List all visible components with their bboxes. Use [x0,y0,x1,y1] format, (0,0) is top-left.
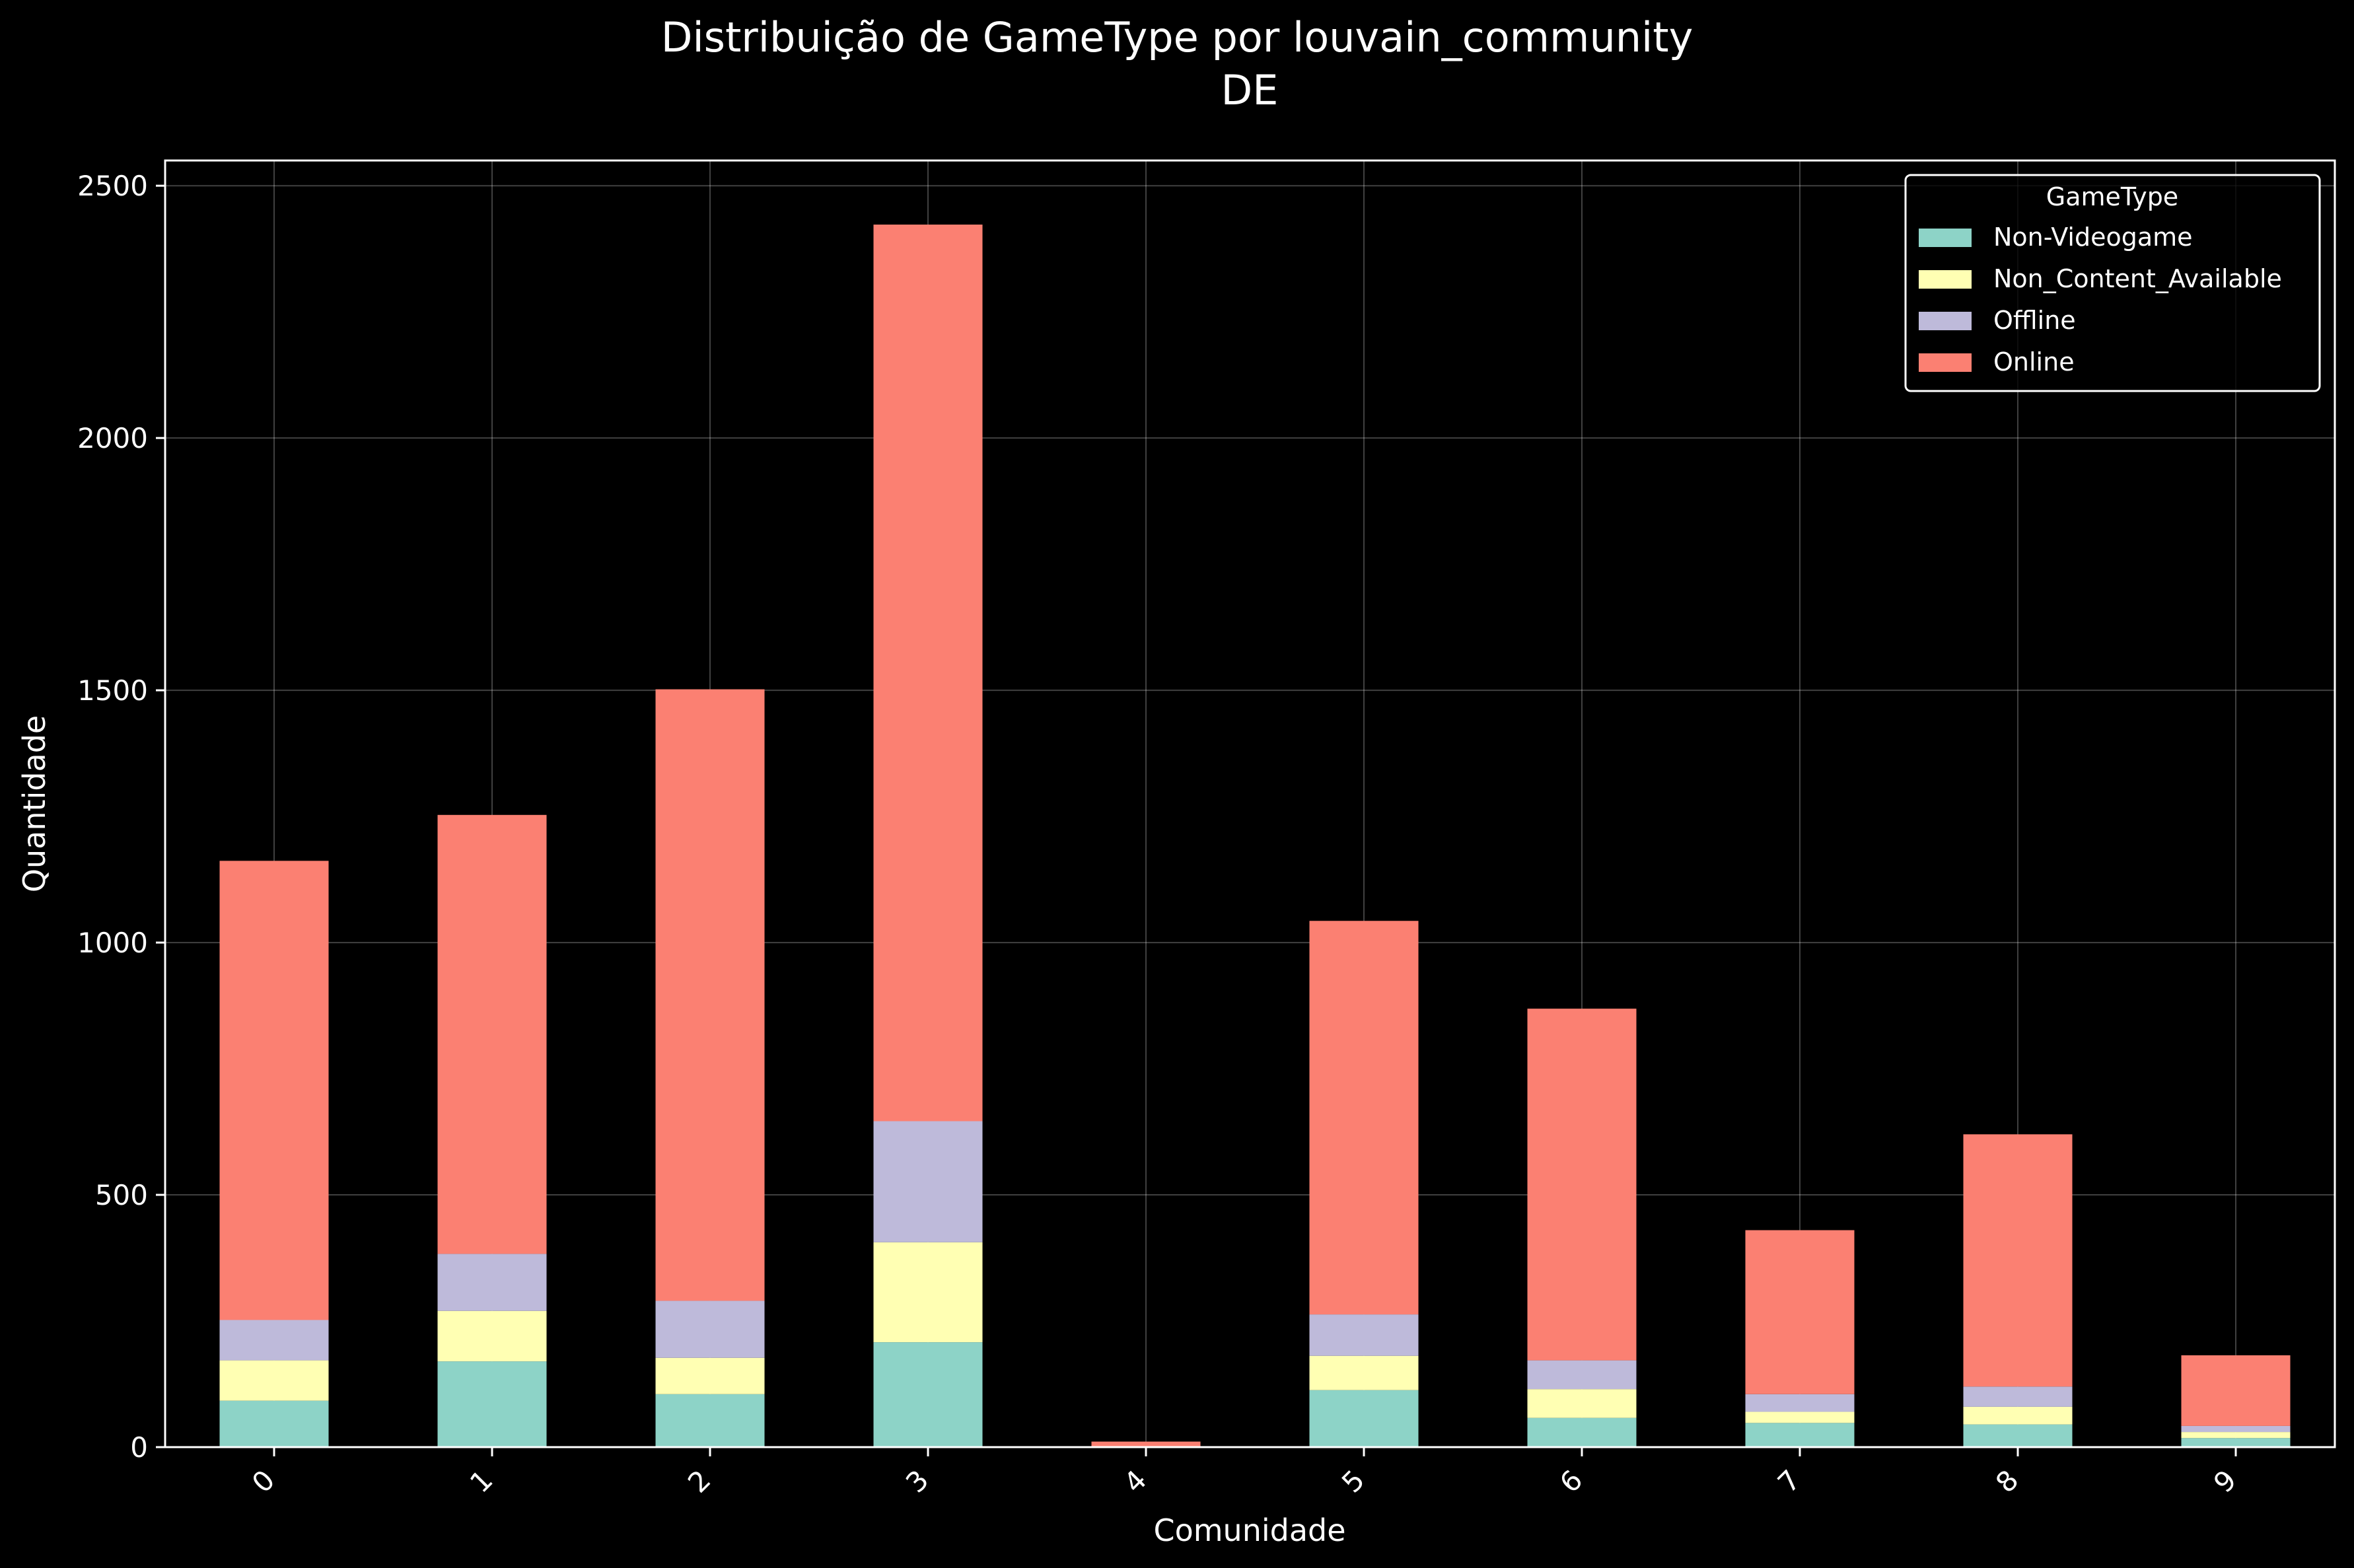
bar-segment-offline [219,1320,329,1361]
bar-segment-offline [873,1121,983,1242]
bar-segment-online [1309,921,1419,1315]
y-tick-label: 1500 [77,674,148,707]
legend: GameType Non-Videogame Non_Content_Availa… [1904,174,2321,392]
bar-segment-non-videogame [1963,1424,2073,1447]
y-axis-label: Quantidade [17,715,52,892]
bar-segment-online [1091,1441,1201,1447]
bar-segment-non-videogame [1527,1417,1637,1447]
plot-area-frame [164,159,2336,1448]
bar-segment-non-content-available [219,1360,329,1401]
bar-segment-online [219,861,329,1320]
chart-subtitle: DE [1221,66,1279,114]
bar-segment-non-videogame [2181,1438,2291,1447]
bar-segment-offline [1527,1360,1637,1390]
bar-segment-online [873,225,983,1122]
bar-segment-online [655,689,765,1301]
bar-segment-offline [1745,1394,1855,1412]
bar-segment-offline [655,1301,765,1358]
bar-segment-online [437,814,547,1254]
y-tick-label: 2000 [77,422,148,454]
legend-box [1904,174,2321,392]
legend-label: Online [1993,347,2075,376]
y-axis: 0 500 1000 1500 2000 2500 [77,170,165,1464]
bar-segment-non-content-available [1963,1406,2073,1425]
bar-segment-offline [1309,1314,1419,1356]
chart-title: Distribuição de GameType por louvain_com… [661,13,1694,61]
bar-segment-non-content-available [2181,1432,2291,1439]
bar-segment-non-videogame [655,1394,765,1447]
y-tick-label: 0 [130,1431,148,1464]
x-axis-label: Comunidade [1153,1513,1345,1548]
y-tick-label: 2500 [77,170,148,202]
legend-title: GameType [2046,182,2178,211]
legend-swatch [1919,312,1972,330]
bar-segment-offline [1963,1386,2073,1407]
bar-segment-non-videogame [1309,1390,1419,1447]
legend-label: Non_Content_Available [1993,264,2282,293]
bars-layer [219,225,2291,1447]
legend-swatch [1919,229,1972,247]
bar-segment-non-videogame [219,1400,329,1447]
legend-label: Non-Videogame [1993,223,2193,252]
bar-segment-online [1527,1009,1637,1361]
bar-segment-non-content-available [873,1242,983,1343]
bar-segment-non-videogame [437,1361,547,1447]
legend-items: Non-Videogame Non_Content_Available Offlin… [1919,223,2282,376]
y-tick-label: 500 [95,1179,148,1211]
bar-segment-online [1745,1230,1855,1394]
bar-segment-non-content-available [655,1357,765,1394]
bar-segment-offline [2181,1425,2291,1433]
legend-swatch [1919,353,1972,372]
bar-segment-offline [437,1254,547,1311]
bar-segment-non-videogame [873,1342,983,1447]
bar-segment-online [2181,1355,2291,1426]
bar-segment-non-content-available [1745,1411,1855,1423]
bar-segment-online [1963,1134,2073,1387]
legend-label: Offline [1993,306,2076,335]
bar-segment-non-content-available [1527,1389,1637,1418]
bar-segment-non-videogame [1745,1423,1855,1447]
legend-swatch [1919,270,1972,289]
bar-segment-non-content-available [1309,1355,1419,1390]
bar-segment-non-content-available [437,1310,547,1362]
y-tick-label: 1000 [77,927,148,959]
